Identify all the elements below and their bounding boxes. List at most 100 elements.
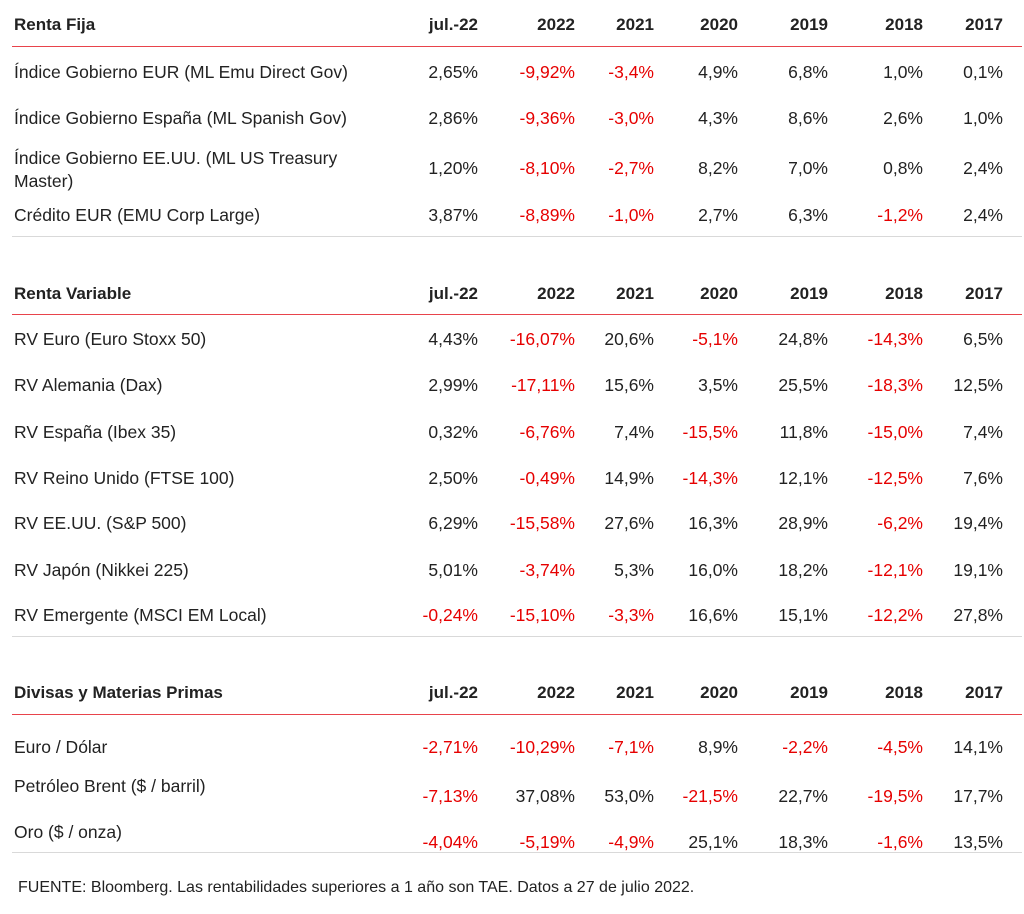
value-cell: -9,92% bbox=[519, 62, 575, 82]
section-title: Renta Fija bbox=[14, 15, 96, 34]
column-header: jul.-22 bbox=[428, 683, 478, 702]
value-cell: -10,29% bbox=[509, 737, 575, 757]
value-cell: 8,9% bbox=[698, 737, 738, 757]
value-cell: -15,5% bbox=[682, 422, 738, 442]
value-cell: 4,3% bbox=[698, 108, 738, 128]
value-cell: -1,0% bbox=[608, 205, 654, 225]
section-bottom-rule bbox=[12, 636, 1022, 637]
value-cell: 0,1% bbox=[963, 62, 1003, 82]
value-cell: -18,3% bbox=[867, 375, 923, 395]
header-rule bbox=[12, 46, 1022, 47]
value-cell: -9,36% bbox=[519, 108, 575, 128]
value-cell: 4,9% bbox=[698, 62, 738, 82]
column-header: 2018 bbox=[885, 284, 923, 303]
value-cell: 3,87% bbox=[428, 205, 478, 225]
value-cell: 28,9% bbox=[778, 513, 828, 533]
value-cell: 6,3% bbox=[788, 205, 828, 225]
value-cell: 0,32% bbox=[428, 422, 478, 442]
row-label: RV Reino Unido (FTSE 100) bbox=[14, 468, 235, 488]
column-header: 2019 bbox=[790, 15, 828, 34]
value-cell: 2,4% bbox=[963, 205, 1003, 225]
column-header: 2021 bbox=[616, 284, 654, 303]
value-cell: -12,1% bbox=[867, 560, 923, 580]
table-row: Petróleo Brent ($ / barril) -7,13% 37,08% 5… bbox=[12, 683, 1022, 806]
value-cell: 12,1% bbox=[778, 468, 828, 488]
table-section: Renta Fija jul.-22 2022 2021 2020 2019 2018 201… bbox=[12, 15, 1022, 238]
value-cell: -1,2% bbox=[877, 205, 923, 225]
column-header: 2017 bbox=[965, 15, 1003, 34]
column-header: 2018 bbox=[885, 15, 923, 34]
column-header: jul.-22 bbox=[428, 15, 478, 34]
value-cell: -17,11% bbox=[511, 375, 575, 395]
value-cell: -6,2% bbox=[877, 513, 923, 533]
value-cell: -6,76% bbox=[519, 422, 575, 442]
value-cell: 7,4% bbox=[614, 422, 654, 442]
column-header: 2019 bbox=[790, 683, 828, 702]
value-cell: -8,10% bbox=[519, 158, 575, 178]
value-cell: -8,89% bbox=[519, 205, 575, 225]
value-cell: 25,5% bbox=[778, 375, 828, 395]
value-cell: 18,3% bbox=[778, 832, 828, 852]
value-cell: -14,3% bbox=[867, 329, 923, 349]
value-cell: 2,6% bbox=[883, 108, 923, 128]
value-cell: 6,8% bbox=[788, 62, 828, 82]
value-cell: -3,0% bbox=[608, 108, 654, 128]
column-header: 2021 bbox=[616, 683, 654, 702]
value-cell: 5,3% bbox=[614, 560, 654, 580]
value-cell: 2,86% bbox=[428, 108, 478, 128]
row-label: RV EE.UU. (S&P 500) bbox=[14, 513, 187, 533]
value-cell: -0,24% bbox=[422, 605, 478, 625]
row-label: RV Alemania (Dax) bbox=[14, 375, 163, 395]
table-row: Índice Gobierno EUR (ML Emu Direct Gov) 2… bbox=[12, 15, 1022, 82]
section-header-row: Renta Variable jul.-22 2022 2021 2020 2019 201… bbox=[12, 284, 1022, 308]
value-cell: 14,9% bbox=[604, 468, 654, 488]
table-row: RV EE.UU. (S&P 500) 6,29% -15,58% 27,6% 16,3… bbox=[12, 284, 1022, 533]
column-header: 2017 bbox=[965, 284, 1003, 303]
value-cell: -2,7% bbox=[608, 158, 654, 178]
value-cell: -7,1% bbox=[608, 737, 654, 757]
row-label: Euro / Dólar bbox=[14, 737, 108, 757]
row-label: RV Japón (Nikkei 225) bbox=[14, 560, 189, 580]
value-cell: -15,0% bbox=[867, 422, 923, 442]
column-header: 2022 bbox=[537, 15, 575, 34]
row-label: RV España (Ibex 35) bbox=[14, 422, 177, 442]
value-cell: 7,0% bbox=[788, 158, 828, 178]
row-label: Oro ($ / onza) bbox=[14, 822, 122, 842]
value-cell: 1,0% bbox=[963, 108, 1003, 128]
value-cell: 19,4% bbox=[953, 513, 1003, 533]
header-rule bbox=[12, 714, 1022, 715]
value-cell: -4,5% bbox=[877, 737, 923, 757]
table-row: Índice Gobierno España (ML Spanish Gov) 2… bbox=[12, 15, 1022, 128]
value-cell: 14,1% bbox=[953, 737, 1003, 757]
value-cell: 0,8% bbox=[883, 158, 923, 178]
value-cell: 20,6% bbox=[604, 329, 654, 349]
column-header: 2022 bbox=[537, 284, 575, 303]
value-cell: 3,5% bbox=[698, 375, 738, 395]
value-cell: 15,6% bbox=[604, 375, 654, 395]
row-label: RV Emergente (MSCI EM Local) bbox=[14, 605, 267, 625]
section-header-row: Renta Fija jul.-22 2022 2021 2020 2019 2018 201… bbox=[12, 15, 1022, 39]
section-title: Renta Variable bbox=[14, 284, 132, 303]
column-header: 2020 bbox=[700, 15, 738, 34]
value-cell: 6,5% bbox=[963, 329, 1003, 349]
value-cell: -4,9% bbox=[608, 832, 654, 852]
section-title: Divisas y Materias Primas bbox=[14, 683, 223, 702]
column-header: 2017 bbox=[965, 683, 1003, 702]
value-cell: 18,2% bbox=[778, 560, 828, 580]
section-bottom-rule bbox=[12, 236, 1022, 237]
value-cell: -21,5% bbox=[682, 786, 738, 806]
section-header-row: Divisas y Materias Primas jul.-22 2022 2021… bbox=[12, 683, 1022, 707]
column-header: 2019 bbox=[790, 284, 828, 303]
value-cell: 27,8% bbox=[953, 605, 1003, 625]
value-cell: 27,6% bbox=[604, 513, 654, 533]
value-cell: -12,2% bbox=[867, 605, 923, 625]
value-cell: -3,74% bbox=[519, 560, 575, 580]
table-row: Euro / Dólar -2,71% -10,29% -7,1% 8,9% -2,2% -… bbox=[12, 683, 1022, 757]
value-cell: 5,01% bbox=[428, 560, 478, 580]
row-label: Índice Gobierno España (ML Spanish Gov) bbox=[14, 108, 348, 128]
value-cell: 8,6% bbox=[788, 108, 828, 128]
value-cell: 37,08% bbox=[515, 786, 575, 806]
value-cell: 7,4% bbox=[963, 422, 1003, 442]
value-cell: 7,6% bbox=[963, 468, 1003, 488]
value-cell: -2,2% bbox=[782, 737, 828, 757]
